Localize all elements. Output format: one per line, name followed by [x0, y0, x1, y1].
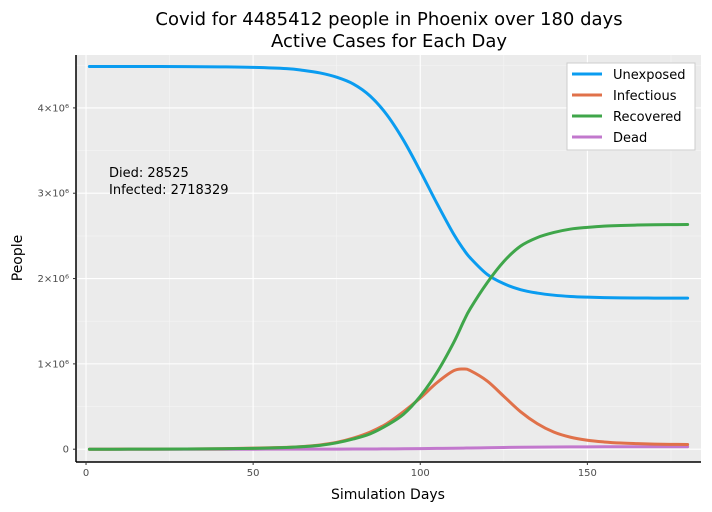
- grid-lines: [76, 55, 701, 462]
- y-axis-label: People: [10, 235, 26, 282]
- x-tick-label: 100: [411, 468, 430, 479]
- chart-title: Covid for 4485412 people in Phoenix over…: [155, 9, 622, 30]
- x-tick-label: 50: [247, 468, 260, 479]
- y-tick-label: 4×10⁶: [38, 103, 69, 114]
- annotation-died: Died: 28525: [109, 166, 189, 181]
- legend-label-infectious: Infectious: [613, 89, 677, 104]
- series-line-recovered: [87, 222, 690, 451]
- y-tick-label: 0: [63, 445, 69, 456]
- chart-subtitle: Active Cases for Each Day: [271, 31, 507, 52]
- series-lines: [87, 64, 690, 451]
- annotation-infected: Infected: 2718329: [109, 183, 229, 198]
- y-tick-label: 1×10⁶: [38, 359, 69, 370]
- x-tick-label: 150: [578, 468, 597, 479]
- legend-label-recovered: Recovered: [613, 110, 682, 125]
- x-axis-label: Simulation Days: [331, 487, 445, 503]
- y-tick-label: 3×10⁶: [38, 189, 69, 200]
- legend-label-dead: Dead: [613, 131, 647, 146]
- axis-ticks: 0 50 100 150 0 1×10⁶ 2×10⁶ 3×10⁶ 4×10⁶: [38, 103, 597, 479]
- y-tick-label: 2×10⁶: [38, 274, 69, 285]
- series-line-unexposed: [87, 64, 690, 300]
- x-tick-label: 0: [83, 468, 89, 479]
- legend: Unexposed Infectious Recovered Dead: [566, 62, 696, 151]
- legend-label-unexposed: Unexposed: [613, 68, 685, 83]
